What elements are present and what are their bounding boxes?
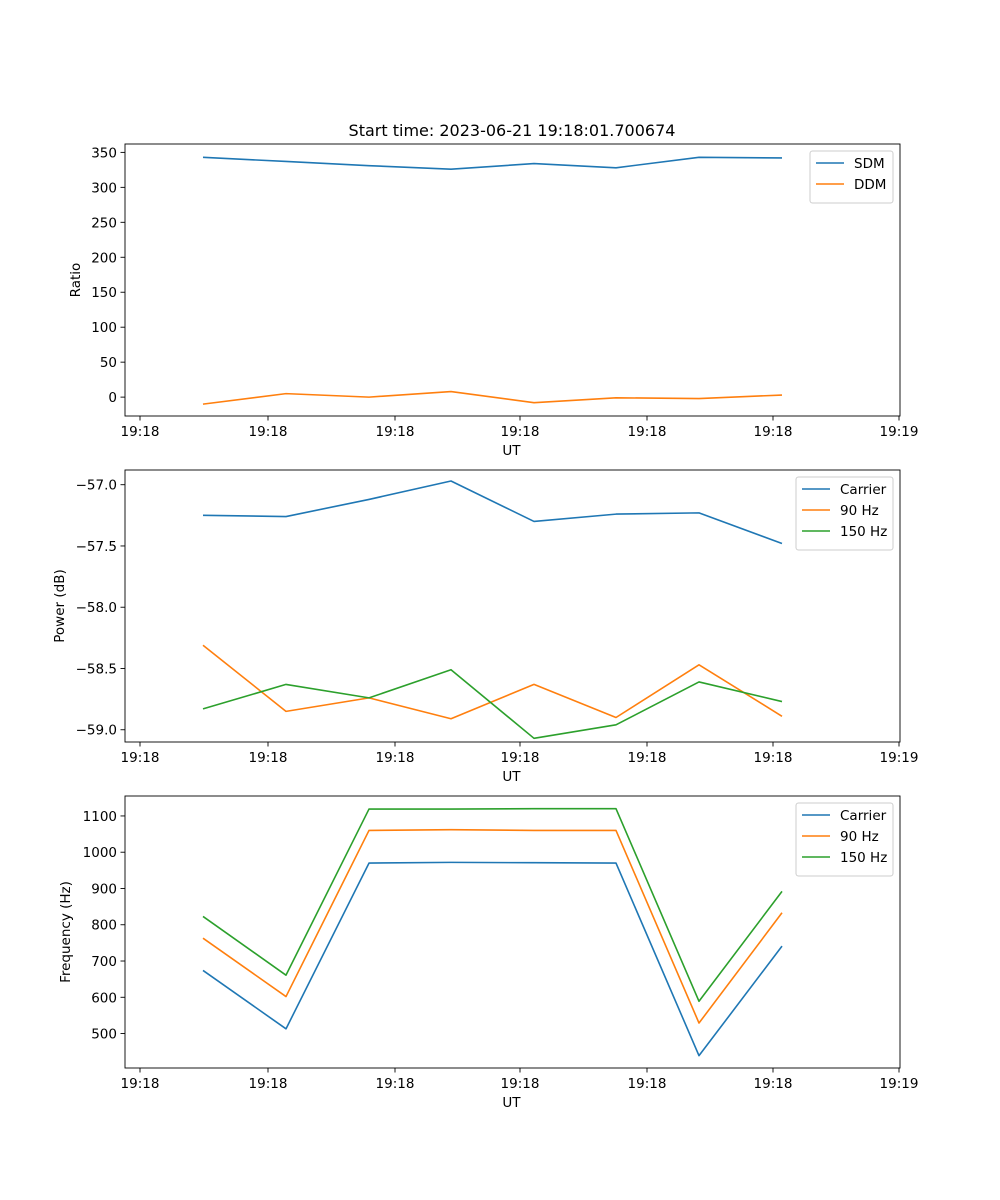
y-tick-label: 150 bbox=[91, 285, 117, 301]
x-tick-label: 19:18 bbox=[628, 1076, 667, 1092]
legend-label: DDM bbox=[854, 177, 886, 193]
y-tick-label: 0 bbox=[108, 390, 117, 406]
x-tick-label: 19:18 bbox=[754, 750, 793, 766]
y-tick-label: 700 bbox=[91, 954, 117, 970]
axes-frame bbox=[124, 795, 901, 1069]
x-axis-label: UT bbox=[502, 769, 521, 785]
y-tick-label: −59.0 bbox=[76, 723, 117, 739]
y-axis-label: Power (dB) bbox=[52, 569, 68, 642]
y-tick-label: 100 bbox=[91, 320, 117, 336]
legend-label: 150 Hz bbox=[840, 850, 887, 866]
y-tick-label: −58.5 bbox=[76, 661, 117, 677]
x-tick-label: 19:18 bbox=[501, 750, 540, 766]
y-tick-label: 250 bbox=[91, 215, 117, 231]
x-tick-label: 19:18 bbox=[754, 1076, 793, 1092]
x-axis-label: UT bbox=[502, 1095, 521, 1111]
y-tick-label: 350 bbox=[91, 145, 117, 161]
series-line-150-hz bbox=[202, 668, 783, 740]
y-tick-label: 200 bbox=[91, 250, 117, 266]
y-tick-label: −57.5 bbox=[76, 539, 117, 555]
legend-label: 90 Hz bbox=[840, 829, 879, 845]
x-tick-label: 19:19 bbox=[880, 750, 919, 766]
legend-label: 150 Hz bbox=[840, 524, 887, 540]
y-axis-label: Ratio bbox=[68, 263, 84, 298]
x-tick-label: 19:18 bbox=[754, 424, 793, 440]
series-line-carrier bbox=[202, 861, 783, 1057]
series-line-90-hz bbox=[202, 828, 783, 1024]
x-tick-label: 19:18 bbox=[501, 1076, 540, 1092]
chart-panels: 19:18 19:18 19:18 19:18 19:18 19:18 19:19 0 50 10… bbox=[52, 143, 919, 1111]
y-tick-label: 500 bbox=[91, 1027, 117, 1043]
x-tick-label: 19:18 bbox=[249, 750, 288, 766]
legend: Carrier 90 Hz 150 Hz bbox=[795, 476, 894, 551]
x-tick-label: 19:18 bbox=[501, 424, 540, 440]
axes-frame bbox=[124, 469, 901, 743]
x-tick-label: 19:18 bbox=[249, 424, 288, 440]
y-tick-label: 900 bbox=[91, 881, 117, 897]
x-tick-label: 19:18 bbox=[376, 424, 415, 440]
series-line-90-hz bbox=[202, 644, 783, 720]
x-tick-label: 19:18 bbox=[628, 424, 667, 440]
y-tick-label: 300 bbox=[91, 180, 117, 196]
legend-label: Carrier bbox=[840, 808, 887, 824]
figure-title: Start time: 2023-06-21 19:18:01.700674 bbox=[349, 121, 676, 140]
y-tick-label: 1000 bbox=[83, 845, 117, 861]
series-line-carrier bbox=[202, 480, 783, 545]
x-tick-label: 19:19 bbox=[880, 424, 919, 440]
legend-label: SDM bbox=[854, 156, 885, 172]
x-tick-label: 19:18 bbox=[376, 1076, 415, 1092]
chart-panel-2: 19:18 19:18 19:18 19:18 19:18 19:18 19:19 −57.0… bbox=[52, 469, 919, 785]
series-line-sdm bbox=[202, 156, 783, 170]
x-tick-label: 19:18 bbox=[121, 424, 160, 440]
x-tick-label: 19:18 bbox=[121, 750, 160, 766]
legend-label: 90 Hz bbox=[840, 503, 879, 519]
legend-label: Carrier bbox=[840, 482, 887, 498]
x-axis-label: UT bbox=[502, 443, 521, 459]
x-tick-label: 19:19 bbox=[880, 1076, 919, 1092]
legend: Carrier 90 Hz 150 Hz bbox=[795, 802, 894, 877]
y-tick-label: −58.0 bbox=[76, 600, 117, 616]
series-line-150-hz bbox=[202, 807, 783, 1003]
series-line-ddm bbox=[202, 390, 783, 405]
legend: SDM DDM bbox=[809, 150, 894, 204]
y-tick-label: 1100 bbox=[83, 809, 117, 825]
axes-frame bbox=[124, 143, 901, 417]
chart-panel-1: 19:18 19:18 19:18 19:18 19:18 19:18 19:19 0 50 10… bbox=[68, 143, 919, 459]
legend-box bbox=[809, 150, 894, 204]
y-tick-label: 600 bbox=[91, 990, 117, 1006]
x-tick-label: 19:18 bbox=[249, 1076, 288, 1092]
x-tick-label: 19:18 bbox=[628, 750, 667, 766]
x-tick-label: 19:18 bbox=[121, 1076, 160, 1092]
x-tick-label: 19:18 bbox=[376, 750, 415, 766]
y-tick-label: 800 bbox=[91, 918, 117, 934]
y-axis-label: Frequency (Hz) bbox=[58, 881, 74, 983]
y-tick-label: 50 bbox=[100, 355, 117, 371]
y-tick-label: −57.0 bbox=[76, 478, 117, 494]
chart-panel-3: 19:18 19:18 19:18 19:18 19:18 19:18 19:19 500 60… bbox=[58, 795, 919, 1111]
